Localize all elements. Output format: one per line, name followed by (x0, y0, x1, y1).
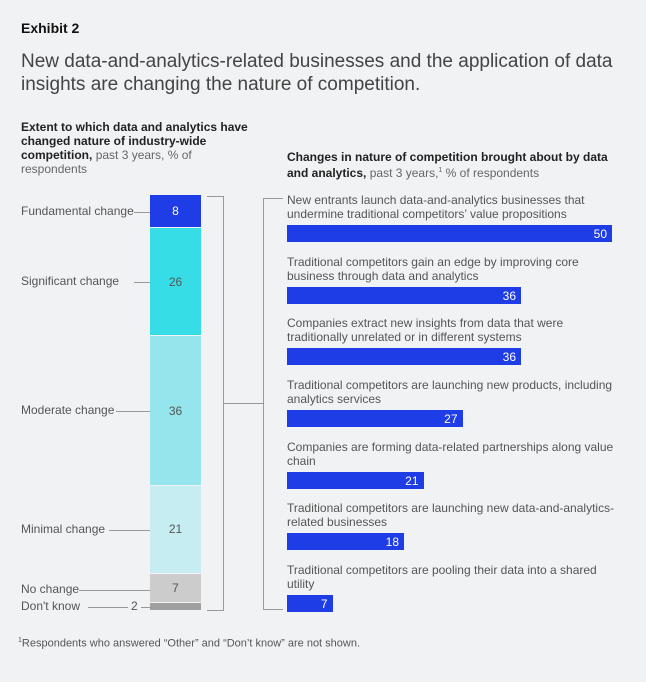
stack-segment-value: 36 (150, 336, 201, 486)
segment-label: Moderate change (21, 403, 115, 418)
bar-value: 18 (385, 534, 399, 549)
stack-segment-value: 26 (150, 228, 201, 336)
bracket-bottom (207, 610, 224, 611)
bar-value: 50 (593, 226, 607, 241)
segment-label: No change (21, 582, 80, 597)
bar: 7 (287, 595, 333, 612)
bar-label: Traditional competitors gain an edge by … (287, 255, 579, 283)
leader-line (78, 590, 150, 592)
bar-label: Traditional competitors are pooling thei… (287, 563, 597, 591)
leader-line (88, 606, 128, 608)
bar: 50 (287, 225, 612, 242)
bracket-right-top (263, 198, 283, 199)
right-title-rest: past 3 years, (369, 166, 439, 180)
right-title-tail: % of respondents (445, 166, 540, 180)
bar-label: Companies extract new insights from data… (287, 316, 564, 344)
bar-label: Traditional competitors are launching ne… (287, 378, 613, 406)
right-title-bold: Changes in nature of competition brought… (287, 150, 608, 180)
bracket-top (207, 196, 224, 197)
bar-value: 36 (502, 349, 516, 364)
footnote-ref: 1 (438, 167, 443, 174)
segment-label: Don't know (21, 598, 80, 613)
bar: 21 (287, 472, 424, 489)
leader-line (141, 606, 150, 608)
left-title-rest: past 3 years, % of respondents (21, 148, 192, 176)
footnote-text: Respondents who answered “Other” and “Do… (21, 637, 361, 650)
bracket-right (263, 198, 264, 609)
exhibit-title: New data-and-analytics-related businesse… (21, 51, 613, 95)
leader-line (133, 282, 150, 284)
footnote: 1Respondents who answered “Other” and “D… (18, 637, 360, 650)
right-chart-title: Changes in nature of competition brought… (287, 150, 627, 180)
bar-value: 21 (405, 473, 419, 488)
segment-label: Minimal change (21, 521, 106, 536)
leader-line (115, 411, 150, 413)
stack-segment-value: 21 (150, 486, 201, 573)
bar-label: Traditional competitors are launching ne… (287, 501, 615, 529)
bar-value: 27 (444, 411, 458, 426)
bar-value: 7 (320, 596, 328, 611)
footnote-marker: 1 (18, 637, 22, 644)
bar: 36 (287, 287, 521, 304)
bracket-right-bottom (263, 609, 283, 610)
leader-line (133, 211, 150, 213)
bar: 18 (287, 533, 404, 550)
stack-segment-value: 8 (150, 195, 201, 228)
left-title-bold: Extent to which data and analytics have … (21, 120, 248, 162)
bar: 36 (287, 348, 521, 365)
segment-value: 2 (131, 598, 138, 613)
left-chart-title: Extent to which data and analytics have … (21, 120, 251, 176)
bar-label: New entrants launch data-and-analytics b… (287, 193, 585, 221)
stack-segment (150, 602, 201, 610)
leader-line (109, 529, 150, 531)
segment-label: Fundamental change (21, 203, 134, 218)
bracket-connector (223, 403, 263, 404)
stack-segment-value: 7 (150, 573, 201, 602)
bar: 27 (287, 410, 463, 427)
bar-value: 36 (502, 288, 516, 303)
bar-label: Companies are forming data-related partn… (287, 440, 614, 468)
exhibit-label: Exhibit 2 (21, 20, 80, 36)
segment-label: Significant change (21, 274, 120, 289)
